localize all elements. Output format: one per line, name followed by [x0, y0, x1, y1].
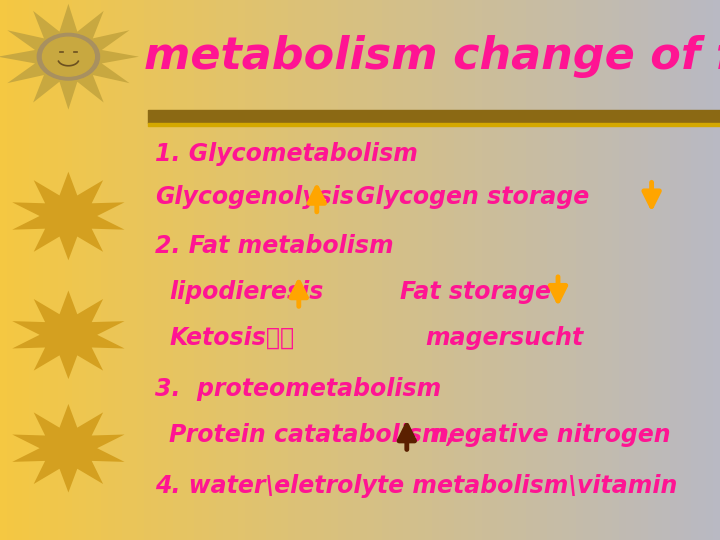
Text: negative nitrogen: negative nitrogen: [432, 423, 670, 447]
Text: 3.  proteometabolism: 3. proteometabolism: [155, 377, 441, 401]
Polygon shape: [12, 404, 125, 492]
Text: magersucht: magersucht: [425, 326, 583, 349]
Text: Ketosis髮症: Ketosis髮症: [169, 326, 294, 349]
Text: Glycogen storage: Glycogen storage: [356, 185, 590, 209]
Circle shape: [37, 33, 99, 80]
Text: 2. Fat metabolism: 2. Fat metabolism: [155, 234, 393, 258]
Text: metabolism change of fever: metabolism change of fever: [144, 35, 720, 78]
Circle shape: [42, 37, 94, 76]
Text: Fat storage: Fat storage: [400, 280, 551, 303]
Text: Protein catatabolism,: Protein catatabolism,: [169, 423, 456, 447]
Text: lipodieresis: lipodieresis: [169, 280, 323, 303]
Text: 4. water\eletrolyte metabolism\vitamin: 4. water\eletrolyte metabolism\vitamin: [155, 474, 678, 498]
Polygon shape: [0, 4, 139, 110]
Polygon shape: [12, 291, 125, 379]
Text: Glycogenolysis: Glycogenolysis: [155, 185, 354, 209]
Polygon shape: [12, 172, 125, 260]
Text: 1. Glycometabolism: 1. Glycometabolism: [155, 142, 418, 166]
